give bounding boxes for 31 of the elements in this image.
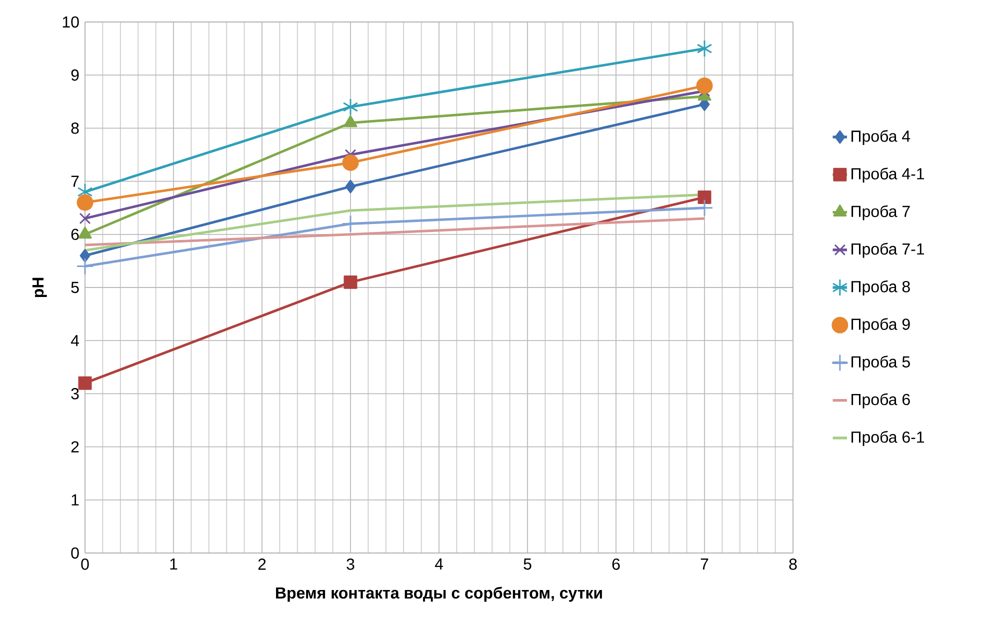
legend-label: Проба 4-1	[852, 168, 924, 183]
y-tick-label: 5	[71, 282, 79, 294]
legend-label: Проба 6-1	[852, 430, 924, 446]
legend-label: Проба 6	[852, 393, 910, 408]
x-tick-label: 3	[346, 558, 354, 570]
legend-label: Проба 5	[852, 356, 910, 371]
legend-label: Проба 9	[852, 318, 910, 334]
y-tick-label: 2	[71, 441, 79, 452]
y-tick-label: 6	[71, 228, 79, 240]
x-tick-label: 7	[700, 558, 708, 570]
y-tick-label: 10	[62, 16, 79, 28]
y-tick-label: 8	[71, 122, 79, 134]
legend-label: Проба 4	[852, 130, 910, 146]
legend-label: Проба 8	[852, 280, 910, 296]
y-tick-label: 4	[70, 335, 80, 346]
legend-label: Проба 7-1	[852, 242, 924, 258]
x-tick-label: 8	[789, 558, 797, 570]
x-tick-label: 0	[81, 558, 89, 570]
x-tick-label: 1	[170, 558, 178, 570]
y-tick-label: 1	[72, 494, 79, 506]
legend-label: Проба 7	[852, 205, 910, 220]
y-tick-label: 7	[71, 176, 79, 187]
y-axis-title: pH	[32, 278, 47, 298]
y-tick-label: 9	[71, 69, 79, 81]
y-tick-label: 3	[71, 388, 79, 400]
x-tick-label: 2	[258, 558, 266, 570]
x-tick-label: 6	[612, 558, 620, 570]
x-tick-label: 5	[524, 558, 532, 570]
x-tick-label: 4	[434, 558, 443, 570]
y-tick-label: 0	[71, 547, 79, 559]
x-axis-title: Время контакта воды с сорбентом, сутки	[276, 586, 602, 602]
